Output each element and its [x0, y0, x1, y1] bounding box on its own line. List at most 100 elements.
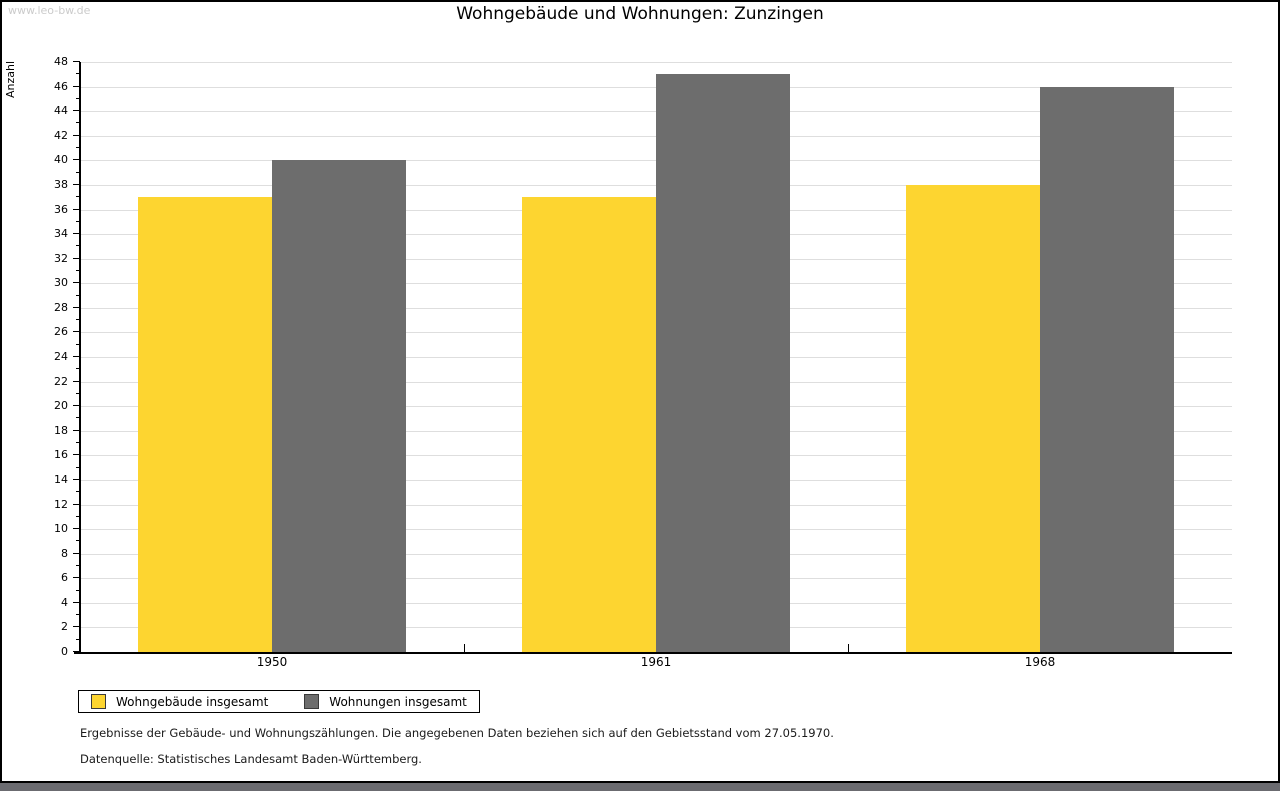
y-minor-tick [76, 515, 80, 517]
footnote-line-2: Datenquelle: Statistisches Landesamt Bad… [80, 752, 422, 766]
y-major-tick [73, 61, 80, 62]
bar-wohngebäude-1950 [138, 197, 272, 652]
bar-wohnungen-1950 [272, 160, 406, 652]
y-minor-tick [76, 319, 80, 321]
y-minor-tick [76, 564, 80, 566]
y-major-tick [73, 85, 80, 87]
y-major-tick [73, 552, 80, 554]
y-major-tick [73, 208, 80, 210]
x-category-label: 1968 [1024, 655, 1056, 669]
y-minor-tick [76, 638, 80, 640]
y-tick-label: 10 [54, 522, 68, 536]
y-tick-label: 42 [54, 128, 68, 142]
y-tick-label: 28 [54, 300, 68, 314]
legend-swatch-gray-icon [304, 694, 320, 709]
y-major-tick [73, 134, 80, 136]
x-axis-line [74, 652, 1232, 654]
legend-item-wohnungen: Wohnungen insgesamt [304, 694, 467, 709]
y-minor-tick [76, 269, 80, 271]
y-major-tick [73, 110, 80, 112]
y-tick-label: 22 [54, 374, 68, 388]
y-minor-tick [76, 368, 80, 370]
x-category-label: 1950 [256, 655, 288, 669]
y-tick-label: 36 [54, 202, 68, 216]
y-axis-label: Anzahl [4, 60, 18, 99]
bottom-edge-strip [0, 783, 1280, 791]
y-major-tick [73, 380, 80, 382]
y-minor-tick [76, 491, 80, 493]
y-tick-label: 14 [54, 472, 68, 486]
y-major-tick [73, 282, 80, 284]
x-category-label: 1961 [640, 655, 672, 669]
y-tick-label: 4 [61, 595, 68, 609]
y-tick-label: 34 [54, 227, 68, 241]
y-minor-tick [76, 466, 80, 468]
y-minor-tick [76, 122, 80, 124]
footnote-line-1: Ergebnisse der Gebäude- und Wohnungszähl… [80, 726, 834, 740]
y-tick-label: 18 [54, 423, 68, 437]
y-tick-label: 48 [54, 55, 68, 68]
bar-wohngebäude-1961 [522, 197, 656, 652]
legend-label: Wohnungen insgesamt [329, 694, 467, 709]
y-minor-tick [76, 540, 80, 542]
x-boundary-tick [464, 644, 465, 652]
y-tick-label: 24 [54, 350, 68, 363]
y-minor-tick [76, 171, 80, 173]
y-tick-label: 8 [61, 546, 68, 560]
chart-title: Wohngebäude und Wohnungen: Zunzingen [456, 4, 824, 24]
y-major-tick [73, 503, 80, 505]
y-major-tick [73, 183, 80, 185]
legend-item-wohngebaeude: Wohngebäude insgesamt [91, 694, 268, 709]
y-tick-label: 44 [54, 104, 68, 118]
y-major-tick [73, 405, 80, 407]
y-minor-tick [76, 73, 80, 75]
y-minor-tick [76, 392, 80, 394]
y-minor-tick [76, 245, 80, 247]
y-major-tick [73, 577, 80, 579]
y-major-tick [73, 454, 80, 456]
y-tick-label: 46 [54, 79, 68, 93]
y-major-tick [73, 601, 80, 603]
gridline [80, 62, 1232, 63]
bar-wohnungen-1961 [656, 74, 790, 652]
watermark-text: www.leo-bw.de [8, 4, 91, 17]
y-tick-label: 38 [54, 177, 68, 191]
y-minor-tick [76, 614, 80, 616]
y-tick-label: 0 [61, 645, 68, 658]
y-minor-tick [76, 196, 80, 198]
y-minor-tick [76, 220, 80, 222]
legend-box: Wohngebäude insgesamt Wohnungen insgesam… [78, 690, 480, 713]
y-minor-tick [76, 442, 80, 444]
bar-wohngebäude-1968 [906, 184, 1040, 652]
y-major-tick [73, 651, 80, 652]
y-tick-label: 32 [54, 251, 68, 265]
y-major-tick [73, 478, 80, 480]
y-major-tick [73, 356, 80, 357]
y-tick-label: 30 [54, 276, 68, 290]
legend-label: Wohngebäude insgesamt [116, 694, 269, 709]
y-major-tick [73, 528, 80, 530]
y-tick-label: 26 [54, 325, 68, 339]
x-boundary-tick [848, 644, 849, 652]
y-major-tick [73, 306, 80, 308]
y-minor-tick [76, 417, 80, 419]
plot-area: 0 2 4 6 8 10 12 14 16 18 20 22 24 26 28 30 32 34 36 38 40 42 4… [54, 55, 1232, 669]
y-axis-line [79, 62, 81, 652]
bar-wohnungen-1968 [1040, 86, 1174, 652]
y-tick-label: 12 [54, 497, 68, 511]
y-major-tick [73, 626, 80, 628]
y-minor-tick [76, 589, 80, 591]
y-tick-label: 40 [54, 153, 68, 167]
y-minor-tick [76, 97, 80, 99]
y-tick-label: 20 [54, 399, 68, 413]
y-minor-tick [76, 147, 80, 149]
y-tick-label: 6 [61, 571, 68, 585]
y-major-tick [73, 233, 80, 235]
y-tick-label: 2 [61, 620, 68, 634]
y-minor-tick [76, 294, 80, 296]
y-major-tick [73, 159, 80, 161]
y-major-tick [73, 331, 80, 333]
y-major-tick [73, 257, 80, 259]
legend-swatch-yellow-icon [91, 694, 106, 709]
